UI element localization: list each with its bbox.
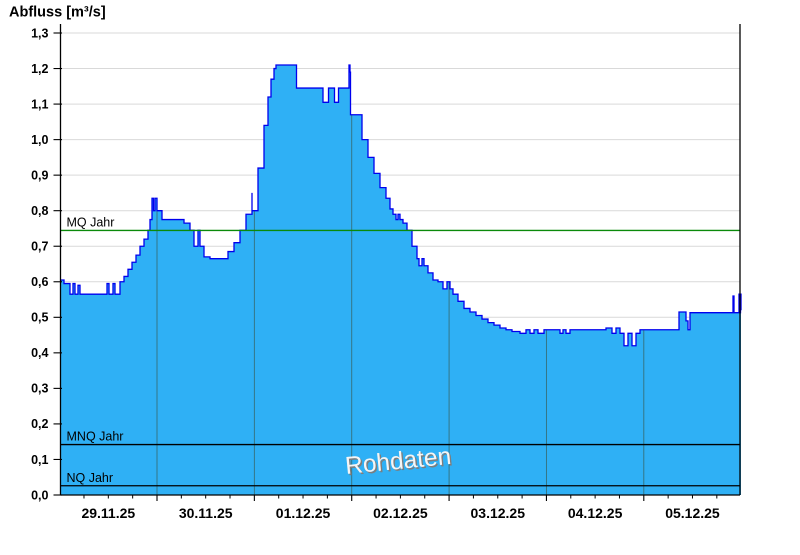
svg-text:0,7: 0,7 — [31, 240, 48, 254]
svg-text:0,6: 0,6 — [31, 275, 48, 289]
svg-text:0,1: 0,1 — [31, 453, 48, 467]
svg-text:03.12.25: 03.12.25 — [471, 505, 526, 521]
svg-text:1,2: 1,2 — [31, 62, 48, 76]
svg-text:0,0: 0,0 — [31, 488, 48, 502]
svg-text:MQ Jahr: MQ Jahr — [67, 215, 115, 229]
svg-text:29.11.25: 29.11.25 — [81, 505, 135, 521]
svg-text:1,0: 1,0 — [31, 133, 48, 147]
svg-text:MNQ Jahr: MNQ Jahr — [67, 430, 124, 444]
svg-text:0,3: 0,3 — [31, 382, 48, 396]
svg-text:01.12.25: 01.12.25 — [276, 505, 331, 521]
svg-text:30.11.25: 30.11.25 — [179, 505, 233, 521]
svg-text:0,5: 0,5 — [31, 311, 48, 325]
svg-text:Abfluss [m³/s]: Abfluss [m³/s] — [9, 5, 106, 21]
svg-text:02.12.25: 02.12.25 — [373, 505, 428, 521]
svg-text:0,8: 0,8 — [31, 204, 48, 218]
svg-text:1,1: 1,1 — [31, 97, 48, 111]
svg-text:1,3: 1,3 — [31, 26, 48, 40]
svg-text:0,4: 0,4 — [31, 346, 48, 360]
svg-text:04.12.25: 04.12.25 — [568, 505, 623, 521]
svg-text:0,2: 0,2 — [31, 417, 48, 431]
svg-text:0,9: 0,9 — [31, 168, 48, 182]
svg-text:NQ Jahr: NQ Jahr — [67, 471, 114, 485]
svg-text:05.12.25: 05.12.25 — [665, 505, 720, 521]
